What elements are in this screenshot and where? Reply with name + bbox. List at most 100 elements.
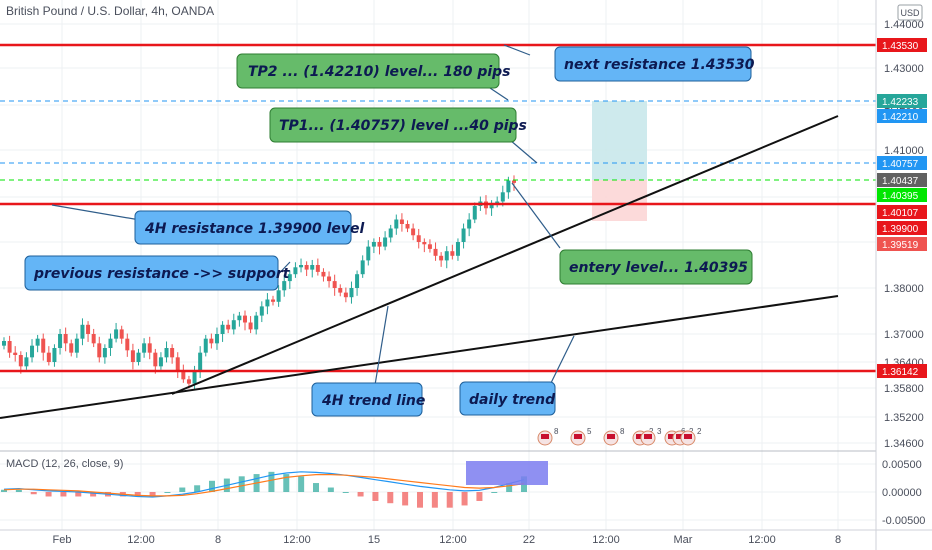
candle-body [411, 228, 416, 236]
currency-badge[interactable]: USD [897, 4, 923, 21]
flag-stripe [668, 434, 676, 439]
candle-body [366, 246, 371, 261]
candle-body [349, 288, 354, 298]
candle-body [315, 265, 320, 272]
macd-histogram-bar [461, 492, 468, 506]
candle-body [500, 192, 505, 202]
candle-body [388, 228, 393, 238]
macd-highlight-box [466, 461, 548, 485]
macd-histogram-bar [387, 492, 394, 504]
candle-body [377, 242, 382, 247]
candle-body [153, 352, 158, 367]
candle-body [512, 180, 516, 183]
macd-histogram-bar [402, 492, 409, 506]
macd-histogram-bar [90, 492, 97, 497]
callout-resistance-4h[interactable]: 4H resistance 1.39900 level [134, 210, 365, 245]
macd-histogram-bar [268, 471, 275, 492]
price-label-badge [877, 94, 927, 108]
event-count: 8 [554, 427, 559, 436]
candle-body [310, 265, 315, 270]
callout-tp1[interactable]: TP1... (1.40757) level ...40 pips [269, 107, 527, 143]
trend-line-4h[interactable] [171, 115, 839, 395]
candle-body [41, 338, 46, 353]
macd-histogram-bar [149, 492, 156, 497]
candle-body [164, 348, 169, 358]
price-label-badge [877, 109, 927, 123]
candle-body [142, 343, 147, 353]
currency-badge-text: USD [900, 8, 920, 18]
candle-body [371, 242, 376, 247]
macd-histogram-bar [417, 492, 423, 508]
callout-trend-4h[interactable]: 4H trend line [311, 382, 425, 417]
candle-body [108, 338, 113, 348]
callout-daily-trend[interactable]: daily trend [459, 381, 556, 416]
x-tick-label: 8 [835, 534, 841, 546]
flag-stripe [607, 434, 615, 439]
flag-stripe [676, 434, 684, 439]
candle-body [321, 271, 326, 277]
candle-body [114, 329, 119, 339]
macd-histogram-bar [372, 492, 379, 501]
y-tick-label: 1.43000 [884, 63, 924, 75]
daily-trend-line[interactable] [0, 295, 839, 419]
price-labels: 1.43530 1.42233 1.42210 1.40757 1.40437 1.403… [877, 38, 927, 378]
candle-body [209, 338, 214, 344]
event-count: 3 [657, 427, 662, 436]
flag-stripe [684, 434, 692, 439]
flag-stripe [636, 434, 644, 439]
candle-body [136, 352, 141, 362]
candle-body [7, 341, 12, 353]
price-label-text: 1.43530 [882, 41, 919, 52]
price-label-badge [877, 173, 927, 187]
macd-histogram-bar [1, 489, 7, 492]
candle-body [74, 338, 79, 353]
candle-body [80, 324, 85, 339]
candle-body [102, 348, 107, 358]
candle-body [461, 228, 466, 242]
candle-body [271, 299, 276, 302]
macd-tick-label: 0.00000 [882, 487, 922, 499]
candle-body [332, 281, 337, 288]
price-label-text: 1.40107 [882, 208, 919, 219]
candle-body [489, 203, 494, 209]
candle-body [192, 370, 197, 384]
event-count: 8 [620, 427, 625, 436]
macd-histogram-bar [134, 492, 141, 497]
candle-body [416, 235, 421, 242]
macd-label: MACD (12, 26, close, 9) [6, 458, 123, 470]
macd-histogram-bar [327, 487, 334, 492]
macd-axis: 0.00500 0.00000 -0.00500 [882, 459, 925, 527]
macd-histogram-bar [476, 492, 483, 501]
event-badges[interactable]: 85823622 [537, 427, 702, 446]
callout-entry-text: entery level... 1.40395 [569, 260, 748, 276]
candle-body [86, 324, 91, 334]
price-label-badge [877, 156, 927, 170]
candle-body [220, 324, 225, 334]
price-label-text: 1.40757 [882, 159, 919, 170]
callout-entry[interactable]: entery level... 1.40395 [559, 249, 753, 285]
candle-body [242, 315, 247, 323]
callout-next-resistance[interactable]: next resistance 1.43530 [554, 46, 755, 82]
candle-body [237, 315, 242, 321]
candle-body [287, 274, 292, 282]
candles [2, 175, 516, 390]
candle-body [158, 357, 163, 367]
x-tick-label: 12:00 [592, 534, 620, 546]
candle-body [186, 379, 191, 384]
time-axis[interactable]: Feb 12:00 8 12:00 15 12:00 22 12:00 Mar 12:00 8 [53, 534, 842, 546]
flag-stripe [644, 434, 652, 439]
callout-previous-resistance-text: previous resistance ->> support [33, 266, 291, 282]
macd-tick-label: -0.00500 [882, 515, 925, 527]
price-label-text: 1.42233 [882, 97, 919, 108]
x-tick-label: 8 [215, 534, 221, 546]
candle-body [450, 251, 455, 256]
callout-next-resistance-text: next resistance 1.43530 [564, 57, 755, 73]
x-tick-label: 12:00 [127, 534, 155, 546]
callout-tp2[interactable]: TP2 ... (1.42210) level... 180 pips [236, 53, 511, 89]
macd-histogram-bar [75, 492, 82, 497]
candle-body [433, 248, 438, 256]
candle-body [343, 292, 348, 298]
callout-previous-resistance[interactable]: previous resistance ->> support [24, 255, 291, 291]
candle-body [175, 357, 180, 371]
y-tick-label: 1.34600 [884, 438, 924, 450]
